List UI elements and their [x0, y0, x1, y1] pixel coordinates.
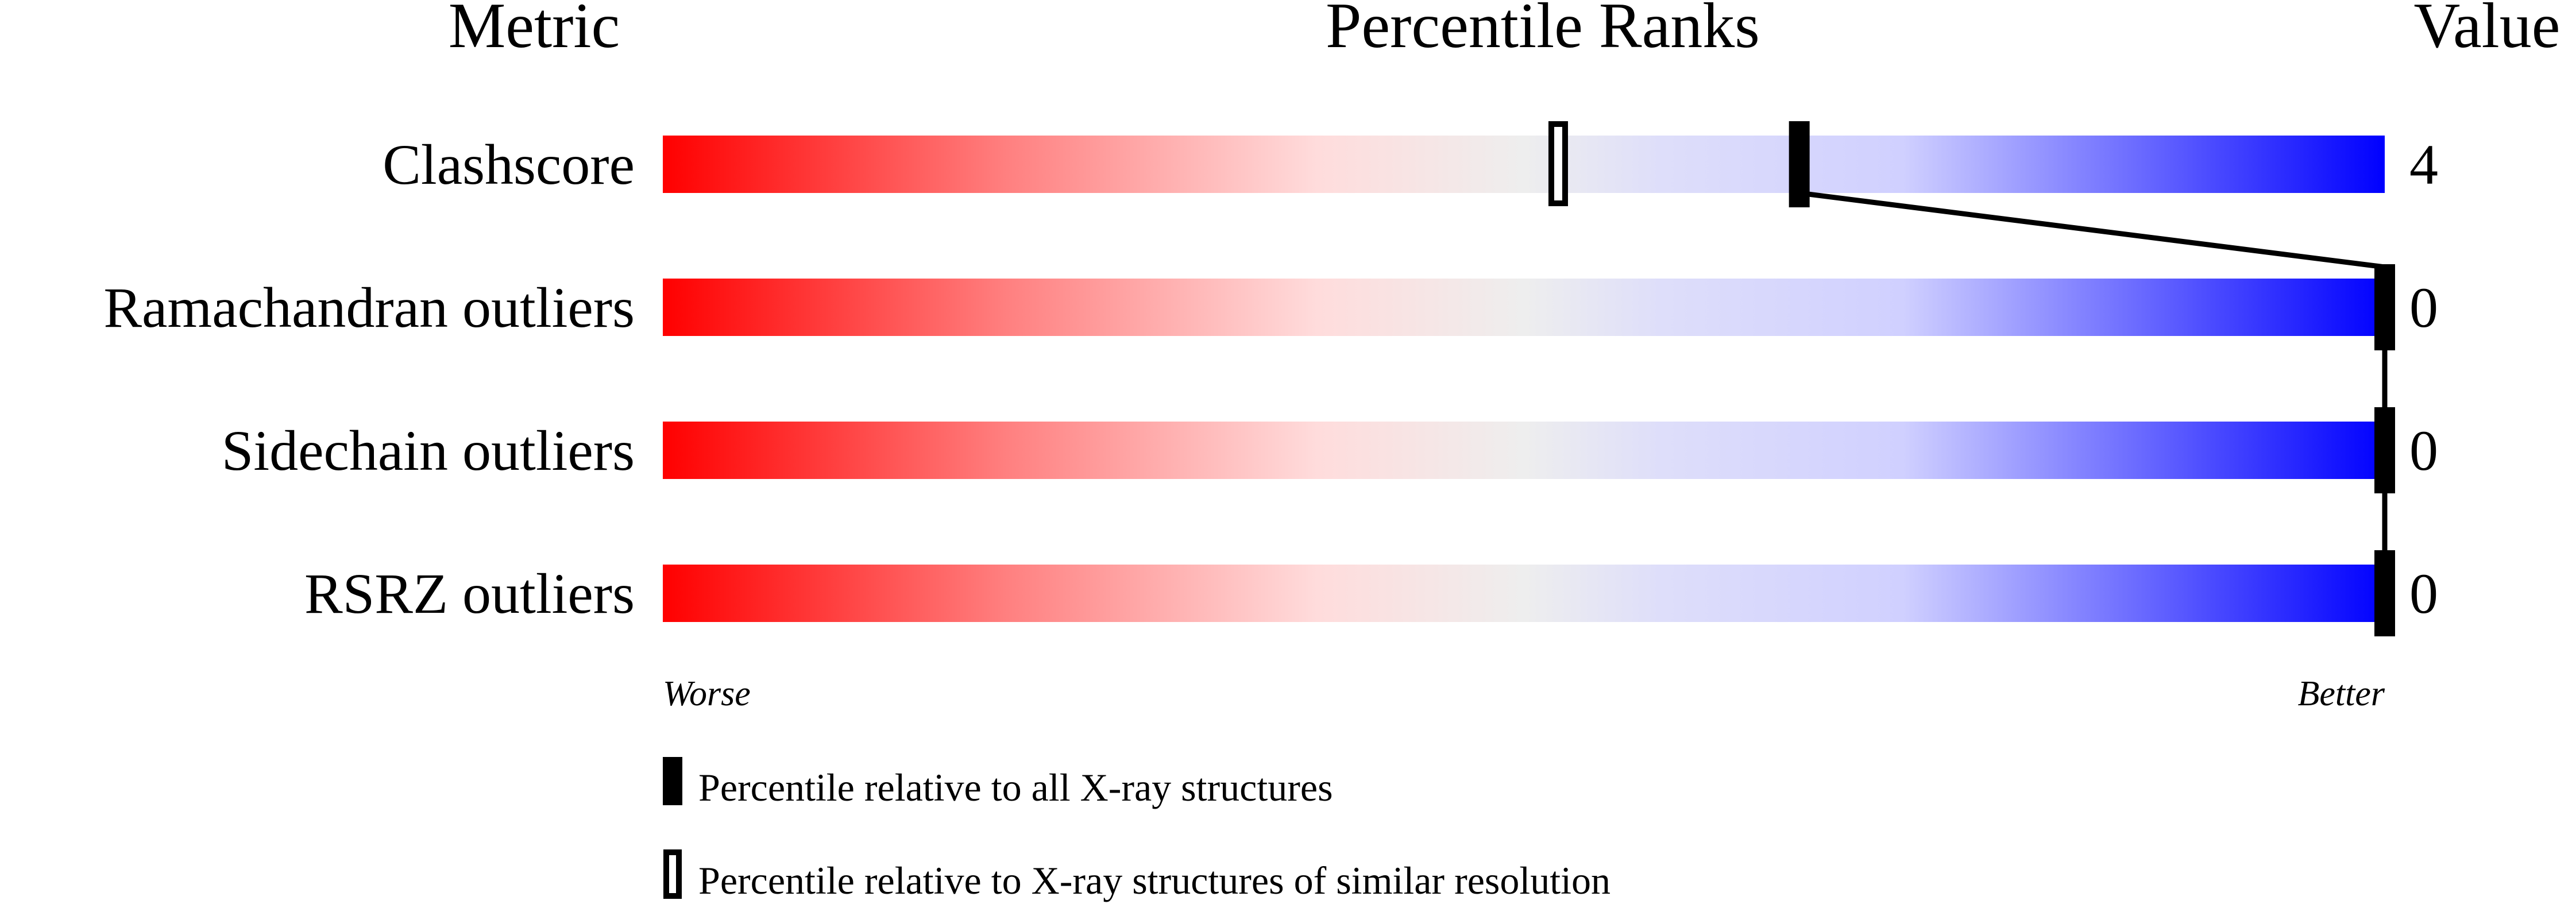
metric-value: 0	[2409, 276, 2438, 339]
percentile-all-marker	[1789, 121, 1810, 207]
percentile-all-marker	[2374, 407, 2395, 493]
metric-label: Clashscore	[383, 133, 635, 196]
percentile-all-marker	[2374, 264, 2395, 350]
legend-open-label: Percentile relative to X-ray structures …	[698, 859, 1611, 902]
legend-open-marker	[663, 849, 682, 899]
percentile-bar	[663, 279, 2385, 336]
metric-label: RSRZ outliers	[304, 562, 635, 625]
better-label: Better	[2298, 674, 2385, 713]
percentile-bar	[663, 422, 2385, 479]
header-value: Value	[2413, 0, 2560, 61]
metric-value: 4	[2409, 133, 2438, 196]
percentile-similar-marker	[1548, 121, 1568, 206]
metric-value: 0	[2409, 562, 2438, 625]
metric-label: Ramachandran outliers	[103, 276, 635, 339]
marker-connector	[1799, 190, 2385, 270]
percentile-all-marker	[2374, 550, 2395, 636]
worse-label: Worse	[663, 674, 751, 713]
header-percentile-ranks: Percentile Ranks	[1326, 0, 1760, 61]
header-metric: Metric	[449, 0, 620, 61]
metric-label: Sidechain outliers	[222, 419, 635, 482]
metric-value: 0	[2409, 419, 2438, 482]
percentile-bar	[663, 565, 2385, 622]
legend-filled-marker	[663, 757, 682, 805]
legend-filled-label: Percentile relative to all X-ray structu…	[698, 766, 1333, 809]
percentile-bar	[663, 136, 2385, 193]
